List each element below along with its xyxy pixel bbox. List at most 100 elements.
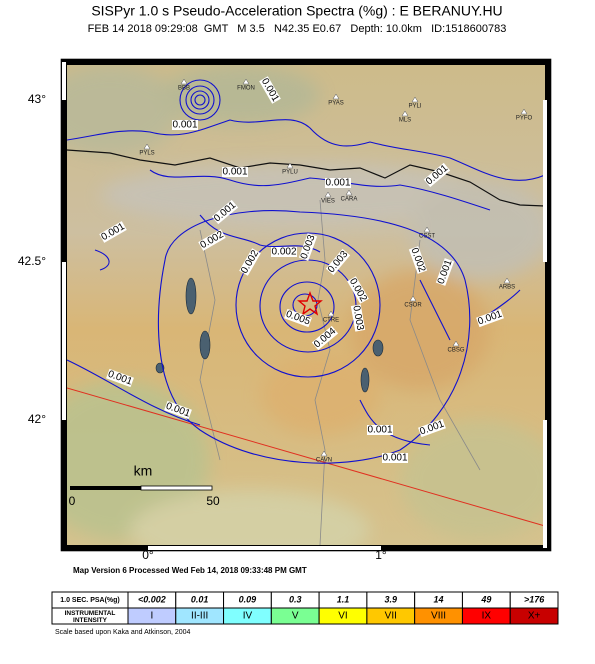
station-label: PYAS xyxy=(328,101,344,107)
map-area: BBB FMON PYAS PYLI MLS PYFO PYLS PYLU VIES CARA CS… xyxy=(67,65,545,545)
legend-psa: 0.3 xyxy=(289,594,302,604)
contour-label-bg xyxy=(271,247,297,257)
station-marker xyxy=(320,450,328,457)
contour-label-bg xyxy=(222,167,248,177)
contour-label-bg xyxy=(106,368,134,388)
legend-intensity: IV xyxy=(243,611,253,622)
contour-label-bg xyxy=(423,162,451,188)
contour-label: 0.001 xyxy=(325,178,350,189)
contour-label: 0.002 xyxy=(271,247,296,258)
contour-label-bg xyxy=(476,308,504,328)
scale-bar xyxy=(70,485,213,491)
legend-intensity: V xyxy=(292,611,299,622)
lon-label: 0° xyxy=(142,548,154,562)
station-label: CBSG xyxy=(447,348,464,354)
station-label: PYLI xyxy=(408,104,421,110)
lat-label: 42.5° xyxy=(18,254,46,268)
legend-intensity: VII xyxy=(385,611,397,622)
station-label: PYLU xyxy=(282,170,298,176)
station-label: ARBS xyxy=(499,285,515,291)
contour-label-bg xyxy=(99,221,127,243)
station-marker xyxy=(327,310,335,317)
contour-label-bg xyxy=(325,248,351,276)
contour-label-bg xyxy=(435,258,455,286)
legend-intensity: X+ xyxy=(528,611,541,622)
scale-label: 0 xyxy=(69,494,76,508)
map-frame xyxy=(60,58,552,552)
station-marker xyxy=(503,277,511,284)
contour-label-bg xyxy=(418,418,446,438)
contour-label-bg xyxy=(259,76,281,104)
legend-psa: >176 xyxy=(524,594,545,604)
station-marker xyxy=(409,295,417,302)
station-marker xyxy=(242,78,250,85)
station-label: MLS xyxy=(399,118,411,124)
contour-label-bg xyxy=(382,453,408,463)
contour-label: 0.003 xyxy=(350,305,365,332)
legend-color-cell xyxy=(509,607,559,625)
legend-psa: 0.01 xyxy=(191,594,209,604)
lat-label: 43° xyxy=(28,92,46,106)
processed-note: Map Version 6 Processed Wed Feb 14, 2018… xyxy=(73,566,307,575)
station-label: PYLS xyxy=(139,151,154,157)
contour-label-bg xyxy=(350,304,366,332)
station-marker xyxy=(286,162,294,169)
scale-note: Scale based upon Kaka and Atkinson, 2004 xyxy=(55,629,191,636)
legend-psa: 0.09 xyxy=(239,594,257,604)
subtitle: FEB 14 2018 09:29:08 GMT M 3.5 N42.35 E0… xyxy=(88,23,507,35)
station-marker xyxy=(180,78,188,85)
lon-label: 1° xyxy=(375,548,387,562)
title: SISPyr 1.0 s Pseudo-Acceleration Spectra… xyxy=(91,3,502,19)
scale-label: 50 xyxy=(206,494,220,508)
legend: 1.0 SEC. PSA(%g) INSTRUMENTAL INTENSITY <0.… xyxy=(51,591,559,625)
station-label: CSOR xyxy=(404,303,422,309)
station-marker xyxy=(143,143,151,150)
legend-psa: 3.9 xyxy=(385,594,398,604)
contour-label-bg xyxy=(325,178,351,188)
station-marker xyxy=(332,93,340,100)
contour-label-bg xyxy=(284,308,312,328)
station-marker xyxy=(452,340,460,347)
contour-label-bg xyxy=(298,233,318,261)
legend-intensity: VI xyxy=(338,611,347,622)
legend-psa: 49 xyxy=(480,594,491,604)
contour-label: 0.001 xyxy=(222,167,247,178)
contour-label-bg xyxy=(198,229,226,251)
station-marker xyxy=(401,110,409,117)
station-marker xyxy=(520,108,528,115)
legend-psa: <0.002 xyxy=(138,594,166,604)
contour-label: 0.001 xyxy=(367,425,392,436)
legend-row-header: INSTRUMENTAL INTENSITY xyxy=(65,610,116,624)
legend-intensity: II-III xyxy=(191,611,208,622)
legend-psa: 1.1 xyxy=(337,594,350,604)
station-label: VIES xyxy=(321,199,335,205)
lat-label: 42° xyxy=(28,412,46,426)
station-marker xyxy=(345,189,353,196)
contour-label-bg xyxy=(347,276,369,304)
station-label: BBB xyxy=(178,86,190,92)
legend-intensity: I xyxy=(150,611,153,622)
station-label: CAVN xyxy=(316,458,332,464)
station-label: CARA xyxy=(341,197,358,203)
contour-label-bg xyxy=(408,246,428,274)
station-marker xyxy=(324,191,332,198)
station-label: CTRE xyxy=(323,318,339,324)
legend-intensity: IX xyxy=(482,611,492,622)
scale-unit: km xyxy=(134,463,153,479)
contour-label-bg xyxy=(311,325,339,351)
station-label: CSST xyxy=(419,234,435,240)
legend-row-header: 1.0 SEC. PSA(%g) xyxy=(60,597,120,604)
station-label: FMON xyxy=(237,86,255,92)
contour-label: 0.001 xyxy=(382,453,407,464)
contour-label: 0.001 xyxy=(172,120,197,131)
legend-psa: 14 xyxy=(434,594,444,604)
contour-label-bg xyxy=(164,400,192,420)
station-label: PYFO xyxy=(516,116,533,122)
station-marker xyxy=(411,96,419,103)
contour-label-bg xyxy=(172,120,198,130)
contour-label-bg xyxy=(211,199,239,225)
contour-label-bg xyxy=(367,425,393,435)
legend-intensity: VIII xyxy=(431,611,446,622)
contour-label-bg xyxy=(239,248,261,276)
